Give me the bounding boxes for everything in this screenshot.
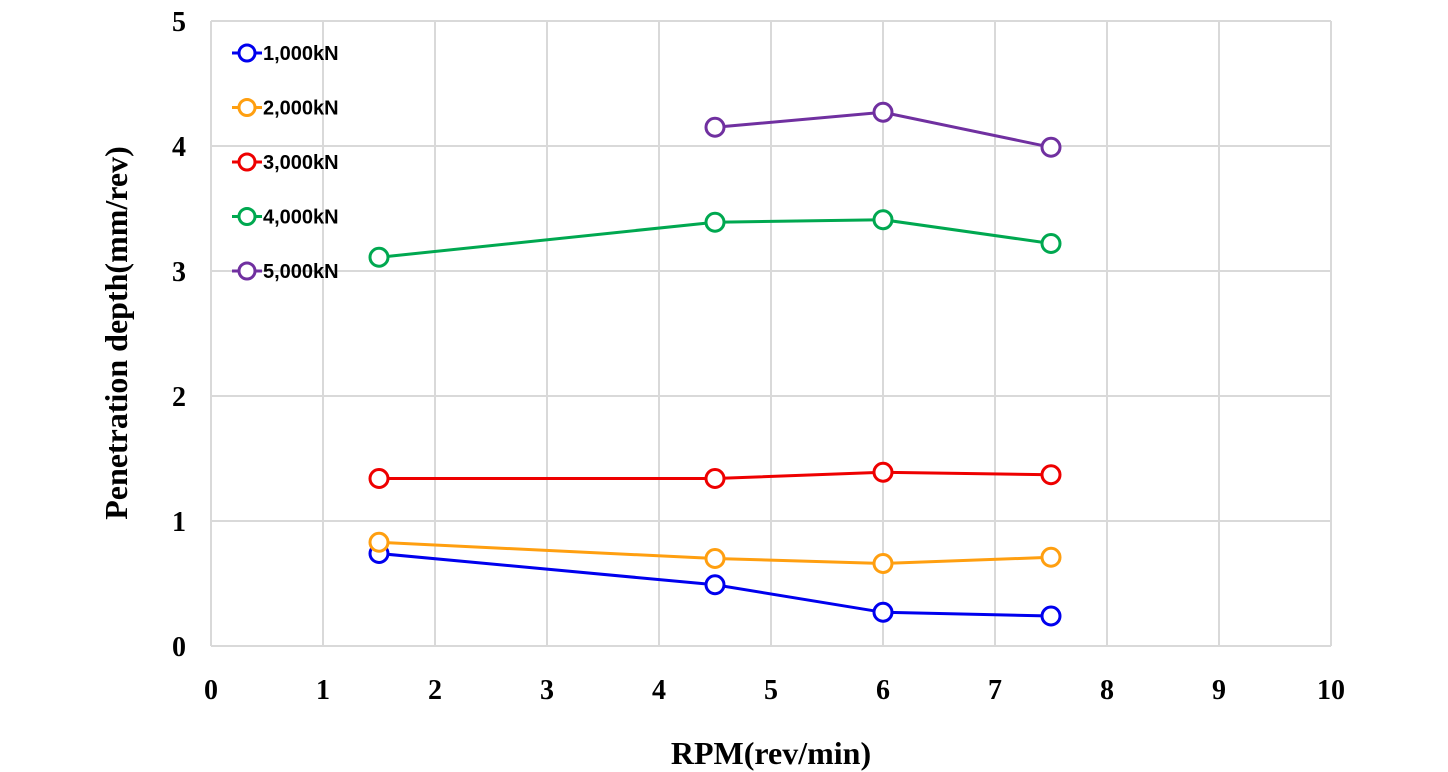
legend-marker [237,98,257,117]
series-line [378,552,1052,618]
legend-marker [237,152,257,172]
legend-marker [237,261,257,281]
grid [210,20,1332,647]
series-layer [368,101,1062,627]
legend-marker [237,207,257,226]
data-point [704,211,726,233]
series-line [378,218,1052,259]
legend-label: 3,000kN [263,152,339,174]
legend-item: 3,000kN [232,152,339,174]
y-axis-title: Penetration depth(mm/rev) [98,146,134,520]
y-tick-label: 4 [172,132,186,163]
data-point [704,116,726,138]
data-point [872,461,894,483]
x-tick-label: 2 [428,675,442,706]
y-tick-label: 5 [172,7,186,38]
data-point [872,601,894,623]
data-point [872,553,894,574]
data-point [368,531,390,553]
legend-label: 1,000kN [263,43,339,65]
series-line [379,470,1052,480]
y-tick-label: 1 [172,507,186,538]
data-point [368,246,390,268]
data-point [1040,605,1062,627]
x-tick-label: 6 [876,675,890,706]
y-tick-labels: 0 1 2 3 4 5 [172,7,186,663]
x-tick-label: 10 [1317,675,1345,706]
series-3,000kN [368,461,1062,489]
series-line [378,540,1052,566]
data-point [704,548,726,569]
x-tick-label: 5 [764,675,778,706]
legend-item: 2,000kN [232,98,339,120]
legend-marker [237,43,257,63]
legend-item: 1,000kN [232,43,339,65]
legend-item: 5,000kN [232,261,339,283]
y-tick-label: 0 [172,632,186,663]
x-tick-label: 3 [540,675,554,706]
data-point [1040,546,1062,568]
series-4,000kN [368,209,1062,268]
x-tick-label: 4 [652,675,666,706]
x-tick-label: 0 [204,675,218,706]
data-point [1040,233,1062,254]
legend-item: 4,000kN [232,207,339,229]
data-point [368,468,390,489]
legend-label: 4,000kN [263,207,339,229]
y-tick-label: 3 [172,257,186,288]
data-point [704,574,726,596]
x-tick-label: 8 [1100,675,1114,706]
data-point [1040,136,1062,158]
data-point [872,101,894,123]
series-1,000kN [368,543,1062,627]
legend-label: 5,000kN [263,261,339,283]
x-tick-labels: 0 1 2 3 4 5 6 7 8 9 10 [204,675,1345,706]
x-tick-label: 9 [1212,675,1226,706]
data-point [872,209,894,231]
series-5,000kN [704,101,1062,158]
legend: 1,000kN 2,000kN 3,000kN 4,000kN 5,000kN [232,43,339,283]
y-tick-label: 2 [172,382,186,413]
x-tick-label: 1 [316,675,330,706]
data-point [704,468,726,489]
x-tick-label: 7 [988,675,1002,706]
x-axis-title: RPM(rev/min) [671,735,871,771]
series-2,000kN [368,531,1062,574]
data-point [1040,464,1062,486]
legend-label: 2,000kN [263,98,339,120]
